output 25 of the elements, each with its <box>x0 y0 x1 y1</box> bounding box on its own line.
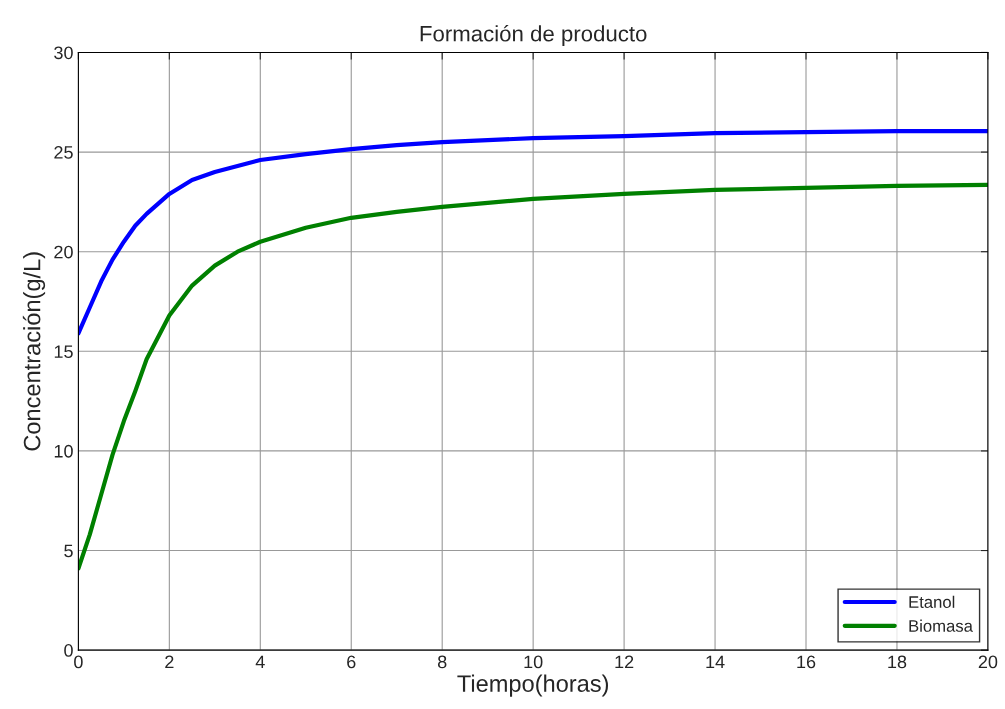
x-tick-label: 14 <box>706 655 725 669</box>
x-tick-label: 4 <box>255 655 265 669</box>
y-tick-label: 10 <box>54 444 73 458</box>
x-tick-label: 2 <box>165 655 174 669</box>
y-tick-label: 30 <box>54 46 73 60</box>
x-tick-label: 8 <box>437 655 447 669</box>
x-tick-label: 18 <box>888 655 907 669</box>
y-tick-label: 5 <box>64 544 73 558</box>
x-axis-title: Tiempo(horas) <box>457 674 609 697</box>
line-series <box>78 129 988 336</box>
x-tick-label: 12 <box>615 655 634 669</box>
x-tick-label: 0 <box>74 655 83 669</box>
chart-title: Formación de producto <box>420 24 647 46</box>
y-tick-label: 25 <box>54 146 73 159</box>
legend-label: Etanol <box>909 595 955 608</box>
y-tick-label: 20 <box>54 245 73 259</box>
y-tick-label: 0 <box>64 644 73 657</box>
line-series <box>78 182 988 571</box>
x-tick-label: 20 <box>978 655 998 669</box>
legend-label: Biomasa <box>909 619 973 632</box>
y-tick-label: 15 <box>54 345 73 359</box>
x-tick-label: 10 <box>524 655 543 669</box>
y-axis-title: Concentración(g/L) <box>22 252 46 451</box>
x-tick-label: 6 <box>347 655 356 669</box>
x-tick-label: 16 <box>797 655 816 669</box>
